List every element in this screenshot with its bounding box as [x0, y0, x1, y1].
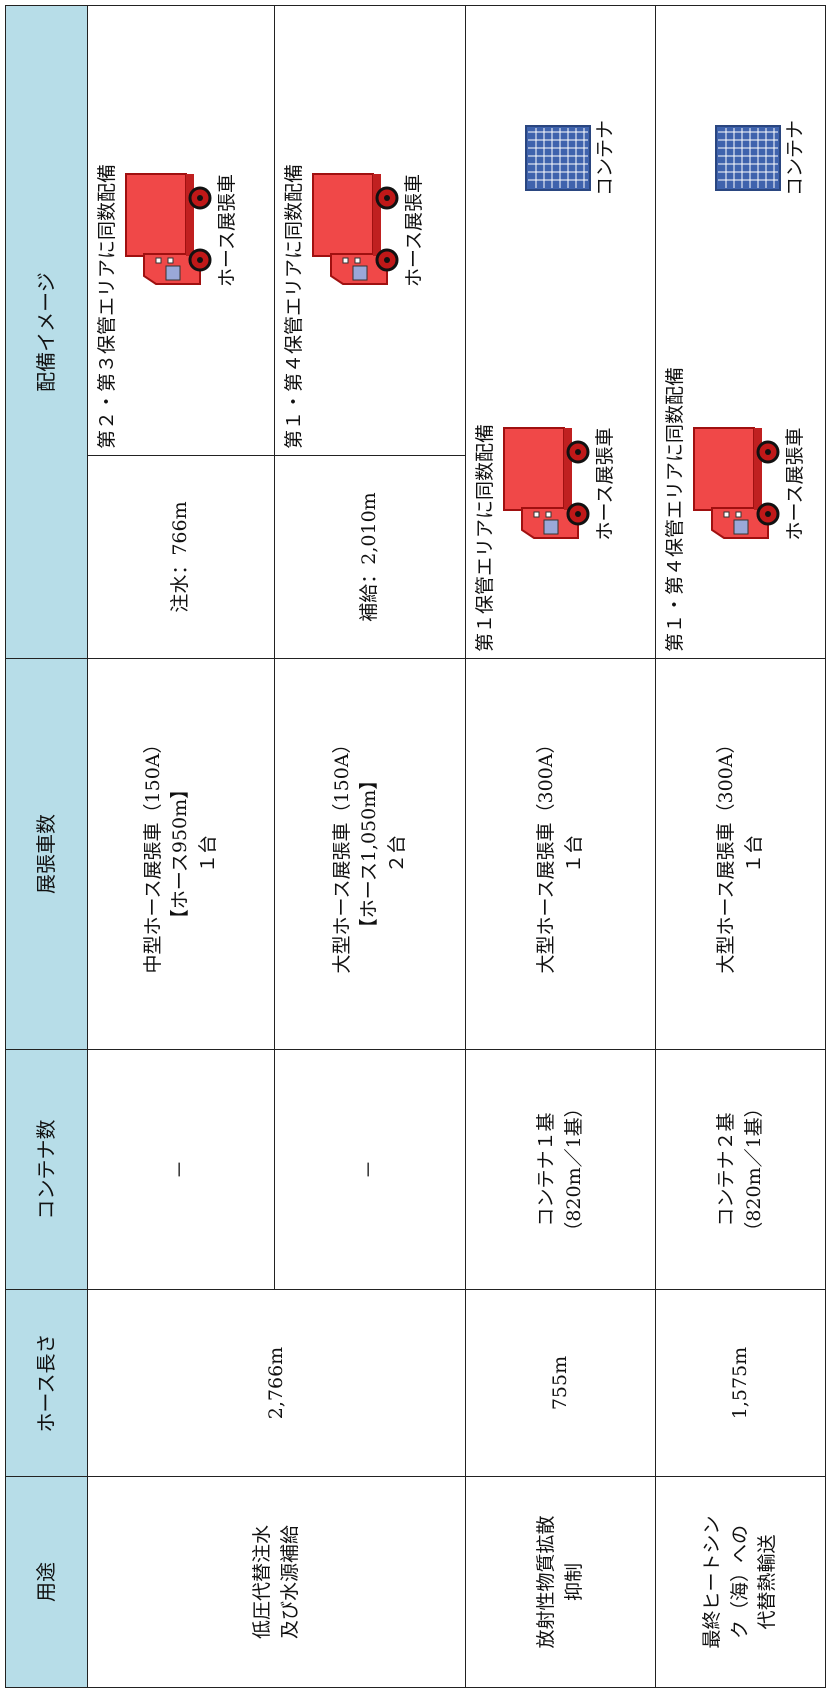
image-item: コンテナ: [524, 120, 620, 196]
header-text: 展張車数: [34, 814, 58, 894]
use-text: 代替熱輸送: [756, 1534, 779, 1630]
vehicle-text: 中型ホース展張車（150A）: [141, 734, 164, 974]
header-cell: ホース長さ: [5, 1289, 88, 1477]
header-text: 配備イメージ: [34, 272, 58, 392]
vehicle-text: 大型ホース展張車（150A）: [330, 734, 353, 974]
image-cell: 第１・第４保管エリアに同数配備 ホース展張車 コンテナ: [655, 5, 826, 659]
image-cell: 第１保管エリアに同数配備 ホース展張車 コンテナ: [465, 5, 656, 659]
image-item-label: ホース展張車: [784, 427, 806, 541]
vehicle-text: 大型ホース展張車（300A）: [534, 734, 557, 974]
truck-icon: [312, 173, 399, 286]
container-text: －: [358, 1160, 381, 1180]
image-item-label: ホース展張車: [216, 173, 238, 288]
header-cell: 用途: [5, 1476, 88, 1688]
use-text: 最終ヒートシン: [701, 1515, 724, 1649]
use-text: 抑制: [562, 1563, 585, 1602]
truck-icon: [125, 173, 212, 286]
image-item: コンテナ: [714, 120, 810, 196]
vehicle-text: ２台: [385, 835, 408, 874]
container-cell: －: [87, 1049, 275, 1290]
image-cell: 第１・第４保管エリアに同数配備 ホース展張車: [274, 5, 466, 456]
image-items: ホース展張車: [309, 6, 429, 455]
purpose-cell: 補給：2,010m: [274, 455, 466, 659]
image-note: 第２・第３保管エリアに同数配備: [96, 163, 118, 449]
container-cell: コンテナ１基 （820m／1基）: [465, 1049, 656, 1290]
hose-cell: 2,766m: [87, 1289, 466, 1477]
image-item-label: コンテナ: [784, 120, 806, 197]
use-text: 低圧代替注水: [250, 1525, 273, 1640]
image-note: 第１・第４保管エリアに同数配備: [283, 163, 305, 449]
vehicle-text: １台: [196, 835, 219, 874]
vehicle-cell: 大型ホース展張車（300A） １台: [465, 658, 656, 1050]
use-cell: 放射性物質拡散 抑制: [465, 1476, 656, 1688]
image-item: ホース展張車: [309, 171, 429, 291]
use-cell: 低圧代替注水 及び水源補給: [87, 1476, 466, 1688]
hose-cell: 755m: [465, 1289, 656, 1477]
vehicle-text: １台: [742, 835, 765, 874]
container-text: コンテナ１基: [534, 1112, 557, 1227]
use-text: 及び水源補給: [278, 1525, 301, 1640]
purpose-text: 注水：766m: [169, 501, 192, 613]
image-items: ホース展張車 コンテナ: [500, 6, 620, 658]
header-cell: 展張車数: [5, 658, 88, 1050]
image-item: ホース展張車: [690, 424, 810, 544]
header-text: 用途: [34, 1562, 58, 1602]
container-text: （820m／1基）: [742, 1098, 765, 1241]
image-cell: 第２・第３保管エリアに同数配備 ホース展張車: [87, 5, 275, 456]
container-text: （820m／1基）: [562, 1098, 585, 1241]
header-cell: 配備イメージ: [5, 5, 88, 659]
vehicle-text: １台: [562, 835, 585, 874]
container-icon: [715, 125, 781, 192]
container-cell: －: [274, 1049, 466, 1290]
hose-length: 2,766m: [264, 1346, 287, 1420]
image-note: 第１保管エリアに同数配備: [474, 423, 496, 652]
purpose-text: 補給：2,010m: [358, 492, 381, 622]
image-item-label: ホース展張車: [594, 427, 616, 541]
vehicle-text: 【ホース1,050m】: [358, 770, 381, 938]
truck-icon: [693, 427, 780, 540]
image-item: ホース展張車: [122, 171, 242, 291]
truck-icon: [503, 427, 590, 540]
header-text: コンテナ数: [34, 1119, 58, 1220]
container-text: －: [169, 1160, 192, 1180]
container-text: コンテナ２基: [714, 1112, 737, 1227]
use-cell: 最終ヒートシン ク（海）への 代替熱輸送: [655, 1476, 826, 1688]
container-cell: コンテナ２基 （820m／1基）: [655, 1049, 826, 1290]
hose-length: 755m: [548, 1355, 571, 1411]
vehicle-text: 【ホース950m】: [169, 779, 192, 929]
image-items: ホース展張車 コンテナ: [690, 6, 810, 658]
image-note: 第１・第４保管エリアに同数配備: [664, 366, 686, 652]
hose-cell: 1,575m: [655, 1289, 826, 1477]
header-text: ホース長さ: [34, 1333, 58, 1433]
image-item: ホース展張車: [500, 424, 620, 544]
vehicle-text: 大型ホース展張車（300A）: [714, 734, 737, 974]
vehicle-cell: 大型ホース展張車（150A） 【ホース1,050m】 ２台: [274, 658, 466, 1050]
purpose-cell: 注水：766m: [87, 455, 275, 659]
header-cell: コンテナ数: [5, 1049, 88, 1290]
use-text: ク（海）への: [728, 1525, 751, 1640]
image-item-label: ホース展張車: [403, 173, 425, 288]
vehicle-cell: 中型ホース展張車（150A） 【ホース950m】 １台: [87, 658, 275, 1050]
image-item-label: コンテナ: [594, 120, 616, 197]
image-items: ホース展張車: [122, 6, 242, 455]
vehicle-cell: 大型ホース展張車（300A） １台: [655, 658, 826, 1050]
hose-length: 1,575m: [728, 1346, 751, 1420]
use-text: 放射性物質拡散: [534, 1515, 557, 1649]
container-icon: [525, 125, 591, 192]
